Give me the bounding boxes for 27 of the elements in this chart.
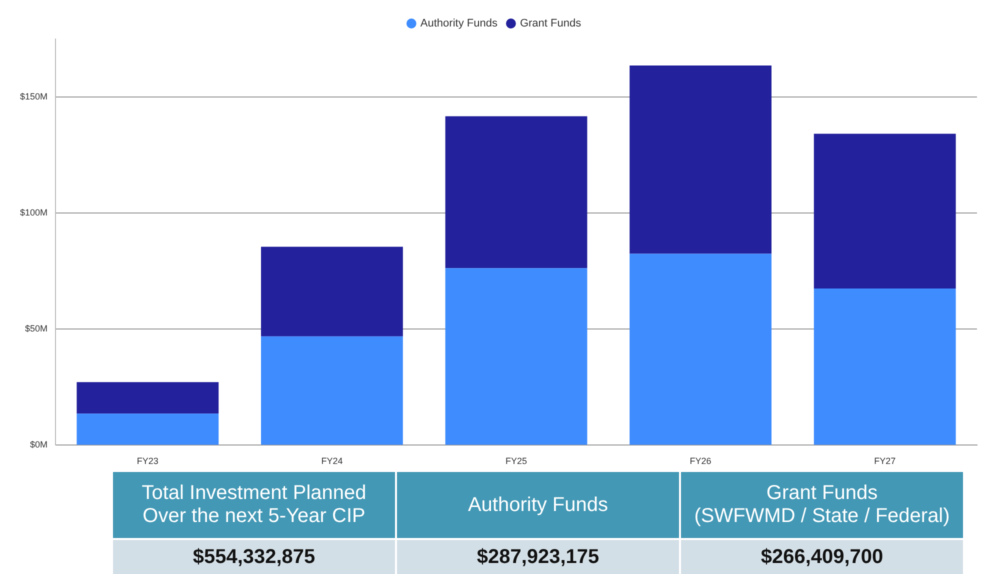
y-tick-label: $50M	[25, 324, 48, 334]
text: Total Investment Planned Over the next 5-Year CIP	[112, 471, 396, 539]
bar	[445, 268, 588, 445]
text: Grant Funds (SWFWMD / State / Federal)	[680, 471, 964, 539]
x-tick-label: FY25	[506, 456, 528, 466]
text: $266,409,700	[680, 539, 964, 574]
x-tick-label: FY23	[136, 456, 158, 466]
bar	[76, 414, 219, 445]
bar	[76, 382, 219, 414]
y-tick-label: $100M	[20, 208, 48, 218]
bar	[261, 246, 403, 336]
x-tick-label: FY27	[874, 456, 896, 466]
bar	[261, 336, 403, 445]
x-tick-label: FY26	[690, 456, 712, 466]
y-tick-label: $150M	[20, 92, 48, 102]
legend-label: Grant Funds	[520, 18, 582, 30]
bar	[814, 134, 956, 289]
legend-label: Authority Funds	[420, 18, 498, 30]
bar	[814, 288, 956, 445]
bar	[445, 116, 588, 268]
y-tick-label: $0M	[30, 440, 48, 450]
bar	[630, 65, 772, 254]
text: $554,332,875	[112, 539, 396, 574]
bar	[630, 254, 772, 445]
text: Authority Funds	[396, 471, 680, 539]
x-tick-label: FY24	[321, 456, 343, 466]
text: $287,923,175	[396, 539, 680, 574]
